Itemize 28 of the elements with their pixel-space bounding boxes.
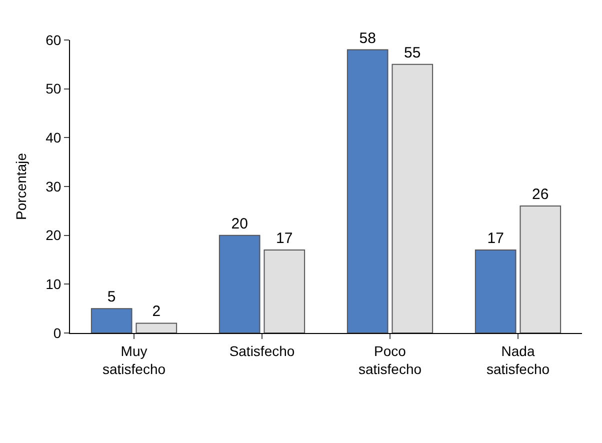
data-label: 5 xyxy=(107,288,116,306)
bar xyxy=(346,49,388,333)
bar xyxy=(474,249,516,333)
bar xyxy=(392,64,434,333)
y-tick-label: 10 xyxy=(46,276,62,292)
data-label: 55 xyxy=(404,44,421,62)
y-axis-title: Porcentaje xyxy=(13,152,30,220)
bar xyxy=(136,322,178,333)
data-label: 26 xyxy=(532,186,549,204)
y-tick-label: 40 xyxy=(46,130,62,146)
bar xyxy=(520,206,562,333)
x-tick-label: Satisfecho xyxy=(229,342,295,359)
data-label: 58 xyxy=(359,30,376,47)
data-label: 17 xyxy=(276,230,293,247)
x-tick-label: Nada satisfecho xyxy=(486,342,550,377)
y-tick-label: 30 xyxy=(46,178,62,194)
bar xyxy=(218,234,260,333)
data-label: 2 xyxy=(152,303,161,320)
data-label: 20 xyxy=(231,215,248,232)
y-tick-label: 50 xyxy=(46,80,62,97)
y-tick-label: 0 xyxy=(53,324,62,341)
data-label: 17 xyxy=(487,230,504,247)
bar xyxy=(264,249,306,333)
y-tick-label: 60 xyxy=(46,32,62,48)
bar xyxy=(90,308,132,333)
x-tick-label: Poco satisfecho xyxy=(358,342,422,377)
y-tick-label: 20 xyxy=(46,227,62,244)
x-tick-label: Muy satisfecho xyxy=(102,342,166,377)
